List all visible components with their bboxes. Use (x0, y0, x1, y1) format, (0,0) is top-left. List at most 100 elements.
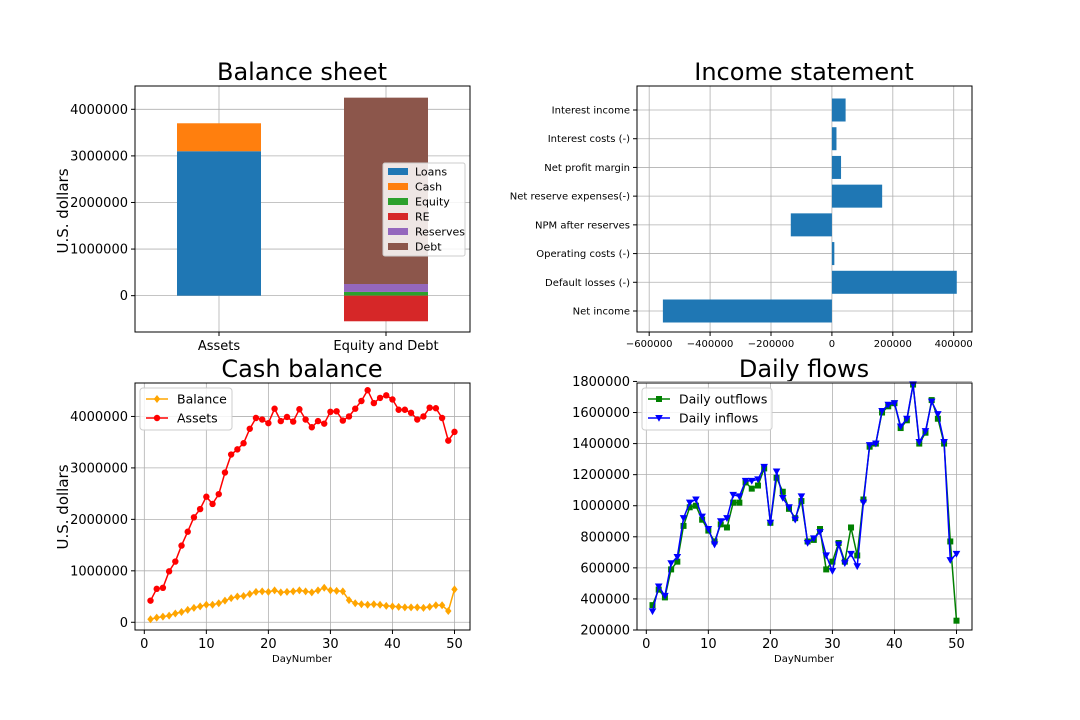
df-point (730, 499, 737, 506)
df-point (778, 494, 787, 502)
cb-point (190, 603, 198, 612)
income-statement-bar (790, 213, 832, 237)
cash-balance-xlabel: DayNumber (272, 654, 333, 665)
df-point (741, 477, 750, 485)
cb-point (383, 392, 390, 399)
cb-point (321, 583, 328, 592)
cb-point (234, 446, 241, 453)
cb-point (438, 601, 446, 610)
df-ytick-label: 1400000 (572, 437, 630, 452)
df-point (934, 411, 942, 418)
cb-point (352, 599, 359, 608)
daily-flows-title: Daily flows (739, 355, 869, 383)
cb-point (221, 596, 229, 605)
cb-point (432, 405, 440, 412)
cb-point (227, 451, 235, 458)
cb-point (221, 469, 229, 476)
balance-sheet-bar-re-equity-debt (344, 295, 428, 322)
df-point (723, 515, 731, 522)
df-point (823, 566, 830, 573)
df-point (692, 502, 699, 509)
cb-point (407, 409, 415, 417)
balance-sheet-ytick-label: 1000000 (70, 243, 128, 258)
df-ytick-label: 200000 (580, 624, 630, 639)
cb-point (203, 600, 210, 609)
df-point (680, 522, 687, 529)
cb-point (339, 417, 347, 424)
cb-point (252, 587, 260, 596)
balance-sheet-plot-frame (134, 85, 471, 333)
balance-sheet-legend-label: RE (415, 211, 430, 224)
income-statement-bar (831, 270, 957, 294)
df-point (661, 592, 669, 600)
cash-balance-title: Cash balance (221, 355, 382, 383)
df-point (810, 535, 818, 543)
df-point (736, 499, 743, 506)
income-statement-chart: Income statement Interest income Interest… (510, 58, 973, 350)
balance-sheet-bar-loans-assets (177, 151, 261, 296)
cb-point (445, 606, 452, 615)
df-point (865, 442, 874, 449)
balance-sheet-legend-label: Loans (415, 166, 447, 179)
income-statement-ytick-label: Net profit margin (544, 163, 630, 174)
df-point (674, 558, 681, 565)
cb-point (401, 603, 409, 612)
cb-point (159, 612, 167, 621)
df-point (847, 550, 855, 558)
df-point (884, 401, 893, 409)
balance-sheet-legend-label: Debt (415, 241, 442, 254)
cb-point (246, 425, 253, 432)
df-point (779, 488, 786, 495)
cb-point (265, 419, 272, 427)
cash-balance-ylabel: U.S. dollars (54, 464, 72, 549)
df-point (710, 541, 719, 549)
df-legend-marker (655, 415, 663, 422)
df-point (953, 617, 960, 624)
df-point (716, 518, 725, 526)
income-statement-ytick-label: Interest costs (-) (548, 134, 630, 145)
df-ytick-label: 600000 (580, 561, 630, 576)
income-statement-xtick-label: −200000 (748, 339, 795, 350)
cb-point (302, 416, 309, 423)
cb-point (296, 586, 303, 595)
df-point (679, 515, 688, 522)
balance-sheet-legend-swatch (388, 198, 408, 205)
cb-point (438, 414, 446, 422)
df-point (817, 526, 824, 533)
df-legend-label: Daily inflows (679, 411, 758, 426)
cb-ytick-label: 2000000 (70, 513, 128, 528)
cb-point (308, 588, 316, 597)
cb-point (240, 440, 247, 447)
cb-ytick-label: 3000000 (70, 461, 128, 476)
balance-sheet-legend-swatch (388, 228, 408, 235)
cb-point (178, 607, 185, 616)
df-point (841, 560, 849, 568)
income-statement-xtick-label: 400000 (935, 339, 973, 350)
income-statement-xtick-label: 0 (829, 339, 835, 350)
daily-flows-plot-frame (636, 382, 973, 631)
df-point (834, 541, 843, 549)
balance-sheet-ytick-label: 4000000 (70, 103, 128, 118)
income-statement-title: Income statement (694, 58, 914, 86)
cb-point (395, 406, 402, 413)
df-point (785, 504, 793, 512)
cb-point (414, 416, 421, 423)
balance-sheet-legend-swatch (388, 168, 408, 175)
cb-point (352, 405, 359, 412)
cb-legend-marker (153, 395, 161, 403)
cb-xtick-label: 20 (260, 637, 277, 652)
cb-point (190, 514, 198, 521)
df-point (848, 524, 855, 531)
cb-point (451, 428, 458, 436)
balance-sheet-ytick-label: 2000000 (70, 196, 128, 211)
cb-point (383, 601, 390, 610)
cb-point (252, 414, 260, 422)
df-point (854, 552, 861, 559)
cb-point (184, 605, 191, 614)
balance-sheet-legend-swatch (388, 213, 408, 220)
df-point (766, 519, 775, 527)
cb-point (414, 603, 421, 612)
cb-point (426, 602, 433, 611)
df-point (729, 491, 737, 499)
